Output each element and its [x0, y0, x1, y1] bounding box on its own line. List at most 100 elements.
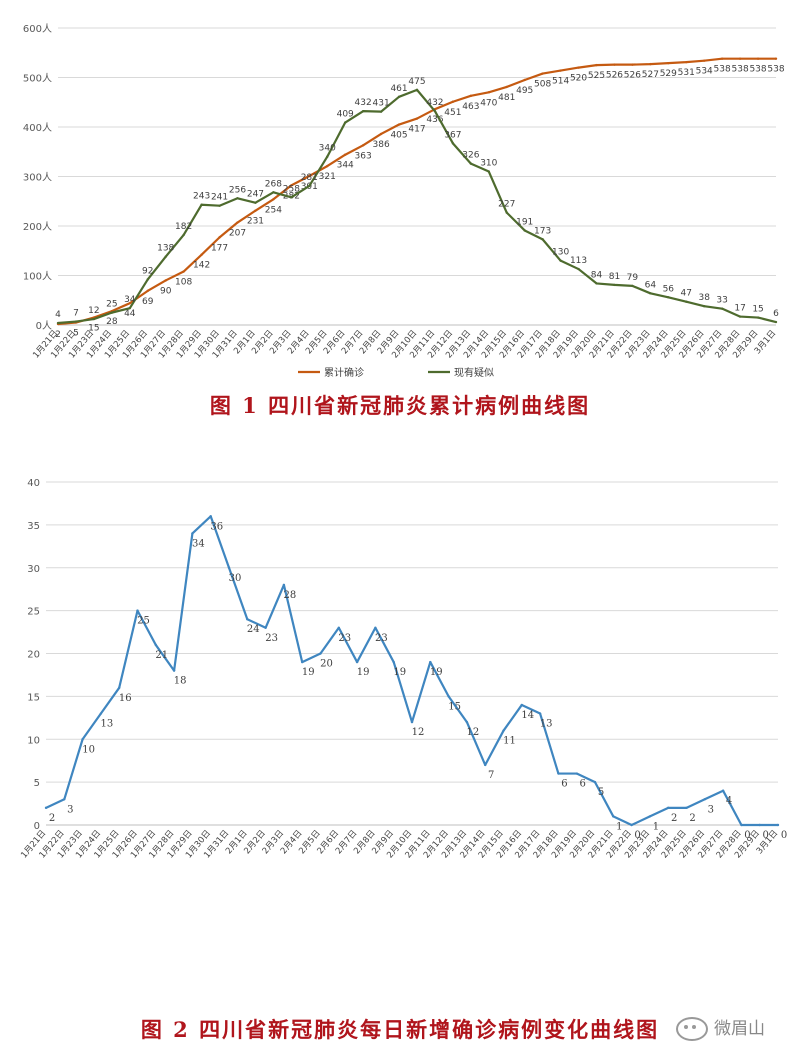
data-label: 92 [142, 266, 153, 276]
data-point [559, 69, 562, 72]
data-label: 310 [480, 159, 497, 169]
data-label: 436 [426, 115, 443, 125]
data-point [685, 806, 688, 810]
data-label: 28 [284, 590, 297, 601]
y-tick-label: 15 [27, 692, 40, 703]
data-label: 254 [265, 205, 282, 215]
data-label: 12 [412, 727, 425, 738]
data-label: 13 [101, 719, 114, 730]
data-point [649, 292, 652, 295]
data-point [756, 57, 760, 60]
data-label: 69 [142, 297, 154, 307]
y-tick-label: 600人 [23, 23, 52, 35]
data-label: 24 [247, 624, 260, 635]
data-point [92, 317, 96, 321]
data-label: 47 [681, 289, 692, 299]
data-label: 256 [229, 185, 246, 195]
data-label: 3 [67, 804, 73, 815]
data-label: 19 [430, 667, 443, 678]
data-label: 177 [211, 243, 228, 253]
data-point [630, 823, 633, 827]
data-label: 405 [390, 131, 407, 141]
data-label: 12 [88, 306, 99, 316]
data-label: 451 [444, 108, 461, 118]
data-label: 227 [498, 200, 515, 210]
data-label: 18 [174, 676, 187, 687]
data-point [74, 320, 78, 323]
data-point [774, 57, 778, 60]
data-label: 0 [763, 830, 769, 841]
data-label: 30 [229, 573, 242, 584]
data-point [301, 660, 304, 664]
data-label: 321 [319, 172, 336, 182]
data-point [541, 72, 544, 75]
y-tick-label: 30 [27, 564, 40, 575]
data-point [154, 643, 157, 647]
data-label: 3 [708, 804, 714, 815]
data-label: 113 [570, 256, 587, 266]
data-label: 534 [696, 67, 713, 77]
data-point [667, 61, 670, 65]
data-point [272, 198, 275, 201]
y-tick-label: 40 [27, 478, 40, 489]
data-label: 4 [726, 796, 732, 807]
data-label: 25 [106, 300, 117, 310]
data-label: 15 [448, 701, 461, 712]
data-point [523, 229, 526, 232]
data-point [290, 196, 293, 199]
data-label: 13 [540, 719, 553, 730]
data-point [505, 211, 508, 214]
data-point [200, 253, 203, 256]
y-tick-label: 0人 [36, 320, 52, 332]
data-label: 247 [247, 190, 264, 200]
y-tick-label: 100人 [23, 271, 52, 283]
data-point [703, 304, 706, 308]
data-label: 4 [55, 310, 61, 320]
data-label: 17 [734, 304, 745, 314]
data-label: 11 [503, 736, 516, 747]
data-point [282, 583, 286, 587]
data-point [487, 91, 490, 94]
data-point [172, 669, 176, 672]
data-point [164, 255, 167, 258]
data-point [264, 626, 267, 629]
data-label: 538 [732, 65, 749, 75]
data-point [254, 209, 257, 212]
data-point [81, 738, 84, 741]
y-tick-label: 20 [27, 650, 40, 661]
data-point [667, 296, 670, 299]
data-point [631, 63, 634, 66]
data-label: 14 [521, 710, 534, 721]
y-tick-label: 500人 [23, 73, 52, 85]
data-point [613, 283, 616, 287]
data-label: 241 [211, 193, 228, 203]
data-label: 64 [645, 280, 657, 290]
data-point [649, 62, 652, 66]
data-point [774, 320, 778, 324]
data-point [254, 201, 257, 204]
watermark-text: 微眉山 [714, 1019, 765, 1039]
data-point [469, 94, 473, 98]
data-point [410, 720, 414, 724]
data-point [146, 289, 149, 293]
wechat-icon [676, 1017, 708, 1041]
data-label: 34 [192, 538, 205, 549]
data-point [379, 110, 383, 113]
watermark: 微眉山 [676, 1014, 765, 1041]
data-label: 182 [175, 222, 192, 232]
data-label: 258 [283, 184, 300, 194]
data-point [429, 660, 432, 664]
data-label: 2 [689, 813, 695, 824]
data-point [776, 823, 780, 827]
data-point [128, 306, 131, 310]
data-label: 538 [767, 65, 784, 75]
data-label: 0 [634, 830, 640, 841]
data-label: 470 [480, 98, 497, 108]
y-tick-label: 200人 [23, 221, 52, 233]
data-label: 34 [124, 295, 136, 305]
data-point [379, 132, 383, 136]
data-point [308, 184, 311, 188]
data-point [209, 515, 212, 518]
legend-label: 现有疑似 [454, 366, 494, 379]
data-label: 527 [642, 70, 659, 80]
